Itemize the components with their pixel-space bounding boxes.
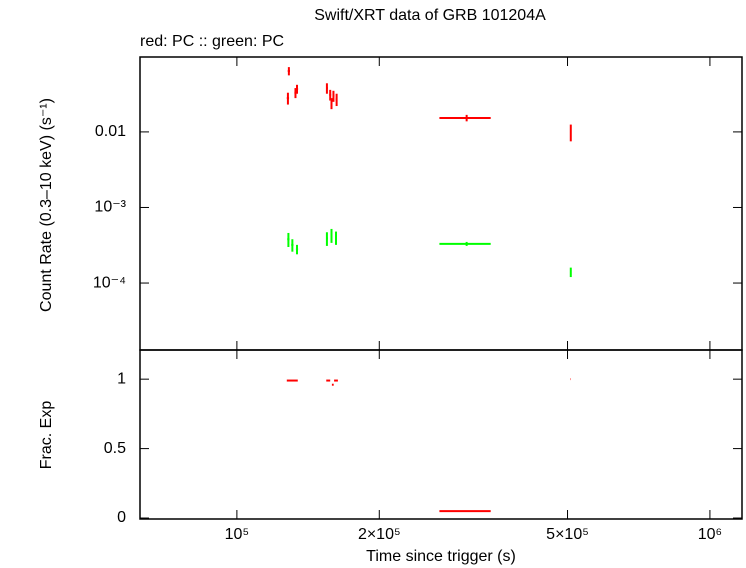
chart-title: Swift/XRT data of GRB 101204A <box>314 7 546 24</box>
subtitle: red: PC :: green: PC <box>140 33 284 50</box>
y-tick-label: 10⁻³ <box>94 199 126 216</box>
y-axis-label: Frac. Exp <box>38 401 55 470</box>
y-tick-label: 10⁻⁴ <box>93 274 126 291</box>
x-axis-label: Time since trigger (s) <box>366 548 516 565</box>
plot-frame <box>139 349 743 520</box>
x-tick-label: 5×10⁵ <box>546 526 589 543</box>
y-axis-label: Count Rate (0.3–10 keV) (s⁻¹) <box>38 98 55 312</box>
y-tick-label: 0 <box>117 509 126 526</box>
x-tick-label: 10⁵ <box>225 526 249 543</box>
y-tick-label: 1 <box>117 370 126 387</box>
y-tick-label: 0.5 <box>104 440 126 457</box>
plot-frame <box>139 56 743 351</box>
x-tick-label: 2×10⁵ <box>358 526 401 543</box>
x-tick-label: 10⁶ <box>698 526 722 543</box>
y-tick-label: 0.01 <box>95 123 126 140</box>
